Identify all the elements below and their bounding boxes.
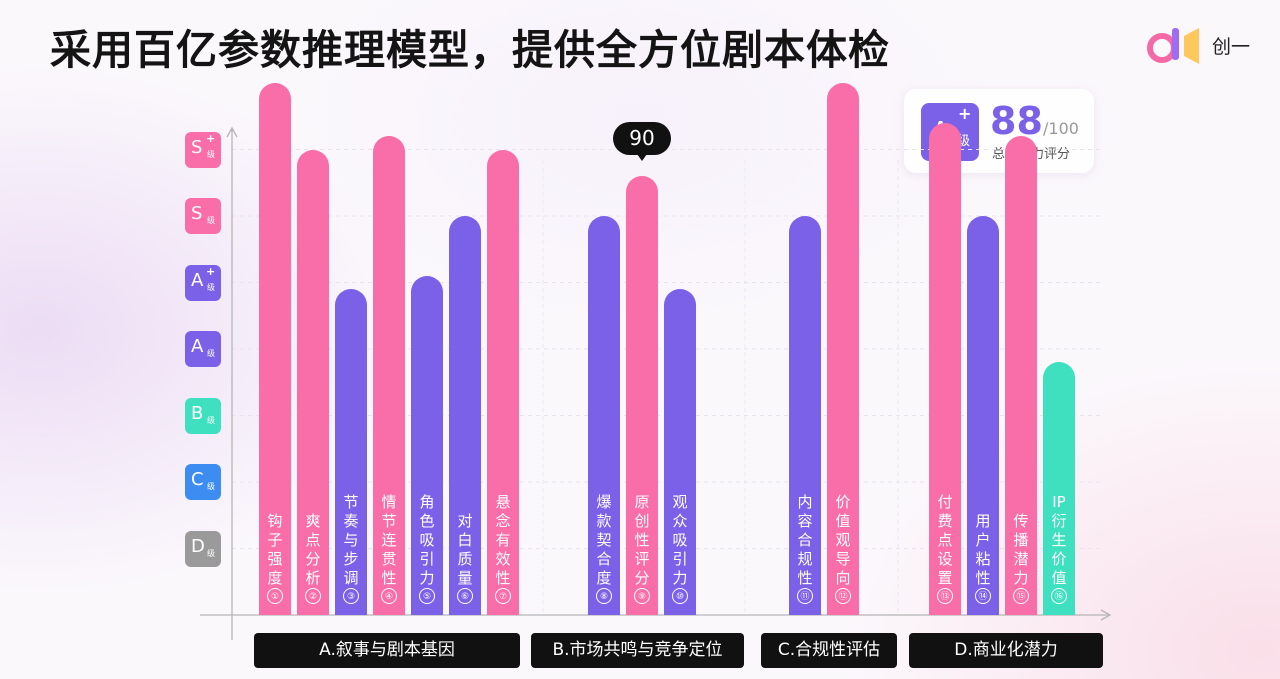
bar-label: IP衍生价值 (1051, 493, 1067, 587)
value-callout: 90 (613, 122, 671, 162)
score-max: /100 (1043, 119, 1079, 138)
bar-label: 传播潜力 (1013, 512, 1029, 587)
bar-label: 节奏与步调 (343, 493, 359, 587)
category-label: B.市场共鸣与竞争定位 (531, 633, 744, 668)
grade-suffix: 级 (207, 349, 215, 358)
category-label: D.商业化潜力 (909, 633, 1103, 668)
bar (487, 149, 519, 615)
bar-label: 原创性评分 (634, 493, 650, 587)
bar (297, 149, 329, 615)
grade-letter: C (191, 469, 204, 490)
bar (1043, 362, 1075, 615)
bar-index: ⑯ (1051, 588, 1067, 604)
bar-label: 角色吸引力 (419, 493, 435, 587)
bar (929, 122, 961, 615)
grade-letter: D (191, 535, 205, 557)
bar (449, 216, 481, 615)
bar (588, 216, 620, 615)
bar-label: 价值观导向 (835, 493, 851, 587)
grade-letter: S (191, 203, 203, 224)
bar-label: 用户粘性 (975, 512, 991, 587)
bar-label: 观众吸引力 (672, 493, 688, 587)
bar-label: 对白质量 (457, 512, 473, 587)
bar-label: 内容合规性 (797, 493, 813, 587)
y-tick-grade-badge: A + 级 (185, 264, 221, 301)
bar-label: 钩子强度 (267, 512, 283, 587)
grade-letter: S (191, 136, 203, 158)
bar-label: 爆款契合度 (596, 493, 612, 587)
page-title: 采用百亿参数推理模型，提供全方位剧本体检 (50, 26, 890, 74)
bar-index: ⑭ (975, 588, 991, 604)
category-label: A.叙事与剧本基因 (254, 633, 520, 668)
grade-suffix: 级 (207, 282, 215, 292)
bar-label: 付费点设置 (937, 493, 953, 587)
bar-label: 爽点分析 (305, 512, 321, 587)
bar-index: ② (305, 588, 321, 604)
score-value: 88 (990, 99, 1043, 143)
bar (967, 216, 999, 615)
grade-suffix: 级 (207, 149, 215, 159)
bar-index: ⑥ (457, 588, 473, 604)
bar-index: ⑪ (797, 588, 813, 604)
bar-index: ③ (343, 588, 359, 604)
grade-letter: A (191, 269, 204, 291)
bar-index: ⑤ (419, 588, 435, 604)
grade-suffix: 级 (207, 216, 215, 225)
grade-letter: A (191, 336, 204, 357)
bar (335, 289, 367, 615)
bar-index: ⑨ (634, 588, 650, 604)
chuangyi-logo-icon (1147, 28, 1199, 64)
bar (789, 216, 821, 615)
brand: 创一 (1146, 24, 1250, 66)
bar-index: ⑧ (596, 588, 612, 604)
bar (664, 289, 696, 615)
bar (373, 136, 405, 615)
bar-index: ⑦ (495, 588, 511, 604)
bar-index: ⑫ (835, 588, 851, 604)
bar (411, 275, 443, 615)
bar (626, 176, 658, 615)
grade-letter: B (191, 402, 204, 424)
bar-label: 情节连贯性 (381, 493, 397, 587)
y-axis (226, 126, 238, 640)
grade-plus: + (958, 104, 972, 123)
bar-index: ④ (381, 588, 397, 604)
bar (259, 83, 291, 615)
bar-index: ① (267, 588, 283, 604)
bar-index: ⑮ (1013, 588, 1029, 604)
bar-label: 悬念有效性 (495, 493, 511, 587)
bar-index: ⑬ (937, 588, 953, 604)
grade-suffix: 级 (207, 415, 215, 425)
grade-plus: + (206, 131, 216, 145)
bar (1005, 136, 1037, 615)
brand-name: 创一 (1212, 35, 1251, 58)
category-label: C.合规性评估 (761, 633, 897, 668)
bar (827, 83, 859, 615)
grade-plus: + (206, 264, 216, 278)
y-tick-grade-badge: S + 级 (185, 131, 221, 168)
x-axis (200, 609, 1112, 621)
bar-index: ⑩ (672, 588, 688, 604)
grade-suffix: 级 (207, 548, 215, 558)
grade-suffix: 级 (207, 482, 215, 491)
